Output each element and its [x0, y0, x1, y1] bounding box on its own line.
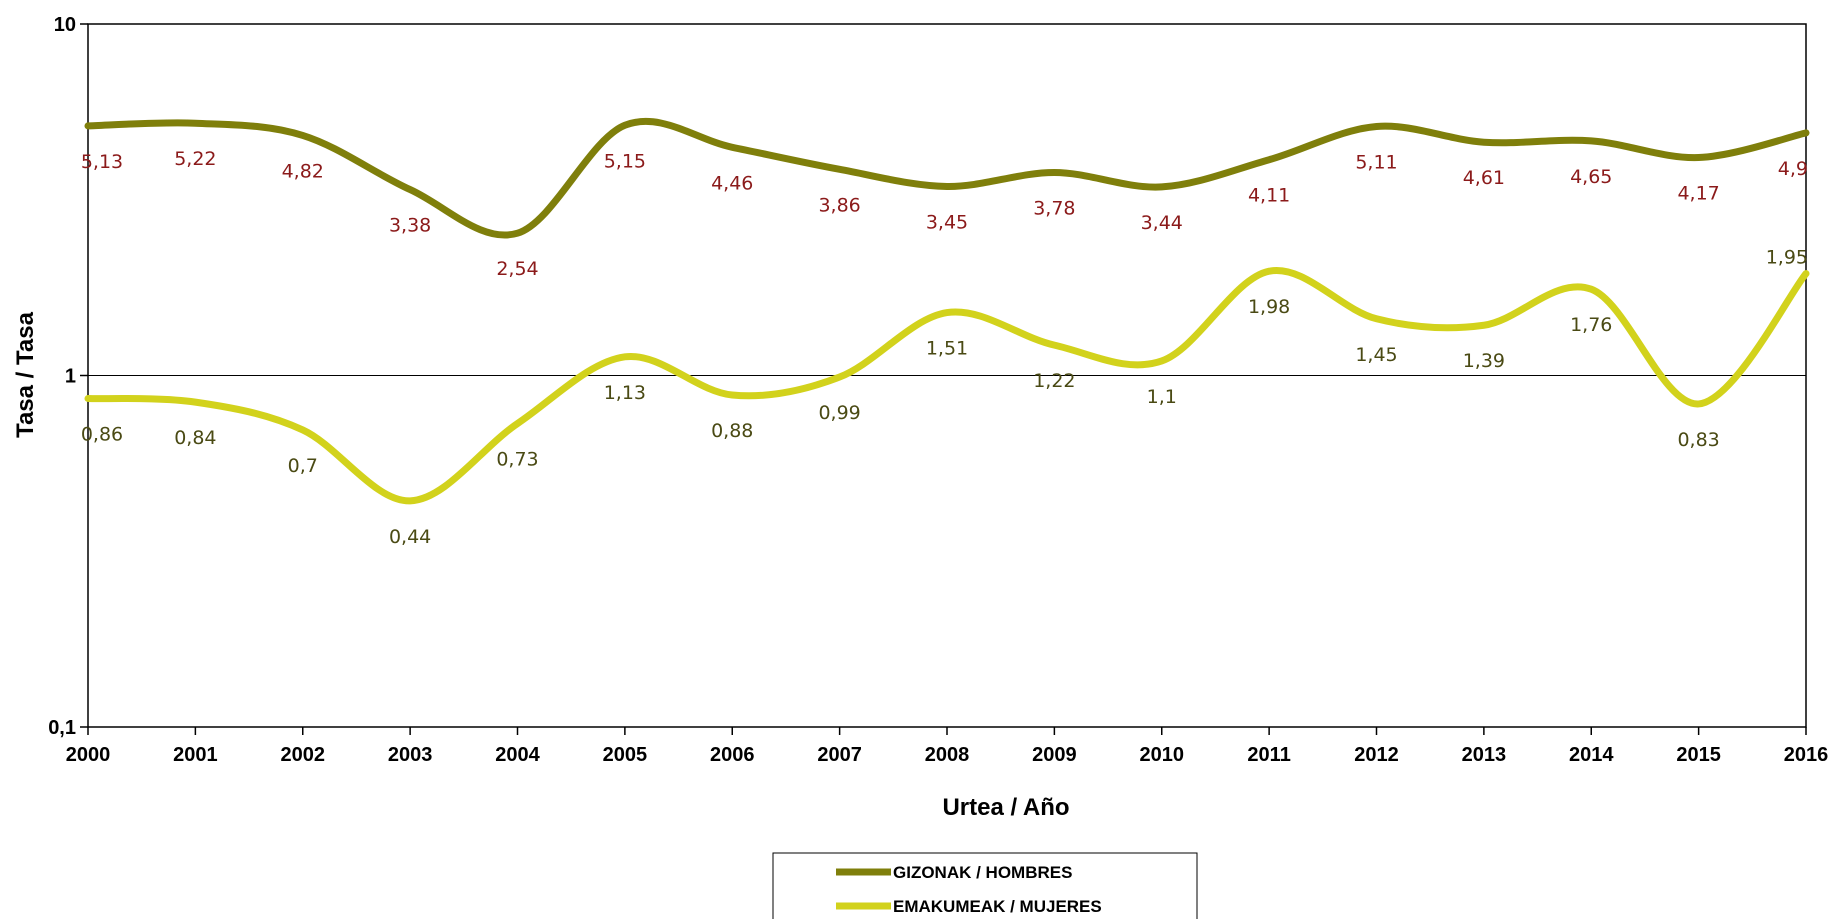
data-label: 0,7: [288, 455, 318, 477]
x-tick-label: 2015: [1676, 744, 1721, 766]
data-label: 0,84: [174, 427, 216, 449]
data-label: 4,11: [1248, 185, 1290, 207]
data-label: 4,17: [1677, 183, 1719, 205]
data-label: 0,44: [389, 526, 431, 548]
data-label: 5,15: [604, 150, 646, 172]
data-label: 4,9: [1778, 158, 1808, 180]
legend: GIZONAK / HOMBRES EMAKUMEAK / MUJERES: [772, 852, 1198, 919]
data-label: 5,22: [174, 148, 216, 170]
x-tick-label: 2007: [817, 744, 862, 766]
data-label: 0,86: [81, 424, 123, 446]
x-tick-label: 2006: [710, 744, 755, 766]
data-label: 4,82: [282, 160, 324, 182]
data-label: 3,78: [1033, 198, 1075, 220]
x-tick-label: 2014: [1569, 744, 1614, 766]
x-tick-label: 2013: [1462, 744, 1507, 766]
data-label: 1,76: [1570, 314, 1612, 336]
data-label: 0,88: [711, 420, 753, 442]
data-label: 4,46: [711, 172, 753, 194]
data-label: 1,98: [1248, 296, 1290, 318]
x-tick-label: 2000: [66, 744, 111, 766]
data-label: 1,51: [926, 338, 968, 360]
y-tick-label: 1: [65, 366, 76, 388]
series-line-hombres: [84, 117, 1810, 239]
x-tick-label: 2009: [1032, 744, 1077, 766]
data-label: 1,1: [1147, 386, 1177, 408]
x-tick-label: 2012: [1354, 744, 1399, 766]
y-axis-title: Tasa / Tasa: [12, 311, 39, 438]
x-tick-label: 2008: [925, 744, 970, 766]
x-tick-label: 2003: [388, 744, 433, 766]
data-label: 3,44: [1141, 212, 1183, 234]
data-label: 1,45: [1355, 344, 1397, 366]
data-label: 3,86: [818, 194, 860, 216]
data-label: 0,73: [496, 449, 538, 471]
data-label: 0,99: [818, 402, 860, 424]
x-tick-label: 2001: [173, 744, 218, 766]
x-tick-label: 2011: [1247, 744, 1290, 766]
x-tick-label: 2010: [1140, 744, 1185, 766]
data-label: 3,45: [926, 211, 968, 233]
data-label: 1,13: [604, 382, 646, 404]
data-label: 5,13: [81, 151, 123, 173]
data-label: 3,38: [389, 215, 431, 237]
data-label: 4,61: [1463, 167, 1505, 189]
x-tick-label: 2002: [281, 744, 326, 766]
data-label: 1,95: [1766, 247, 1808, 269]
x-tick-label: 2004: [495, 744, 540, 766]
x-axis-title: Urtea / Año: [942, 794, 1069, 821]
y-tick-label: 10: [54, 14, 76, 36]
legend-label: EMAKUMEAK / MUJERES: [893, 897, 1102, 916]
x-tick-label: 2016: [1784, 744, 1829, 766]
data-label: 2,54: [496, 258, 538, 280]
y-tick-label: 0,1: [48, 717, 76, 739]
data-label: 5,11: [1355, 151, 1397, 173]
data-label: 0,83: [1677, 429, 1719, 451]
data-label: 4,65: [1570, 166, 1612, 188]
data-label: 1,39: [1463, 350, 1505, 372]
x-tick-label: 2005: [603, 744, 648, 766]
data-label: 1,22: [1033, 370, 1075, 392]
series-line-mujeres: [84, 267, 1810, 505]
legend-label: GIZONAK / HOMBRES: [893, 863, 1072, 882]
